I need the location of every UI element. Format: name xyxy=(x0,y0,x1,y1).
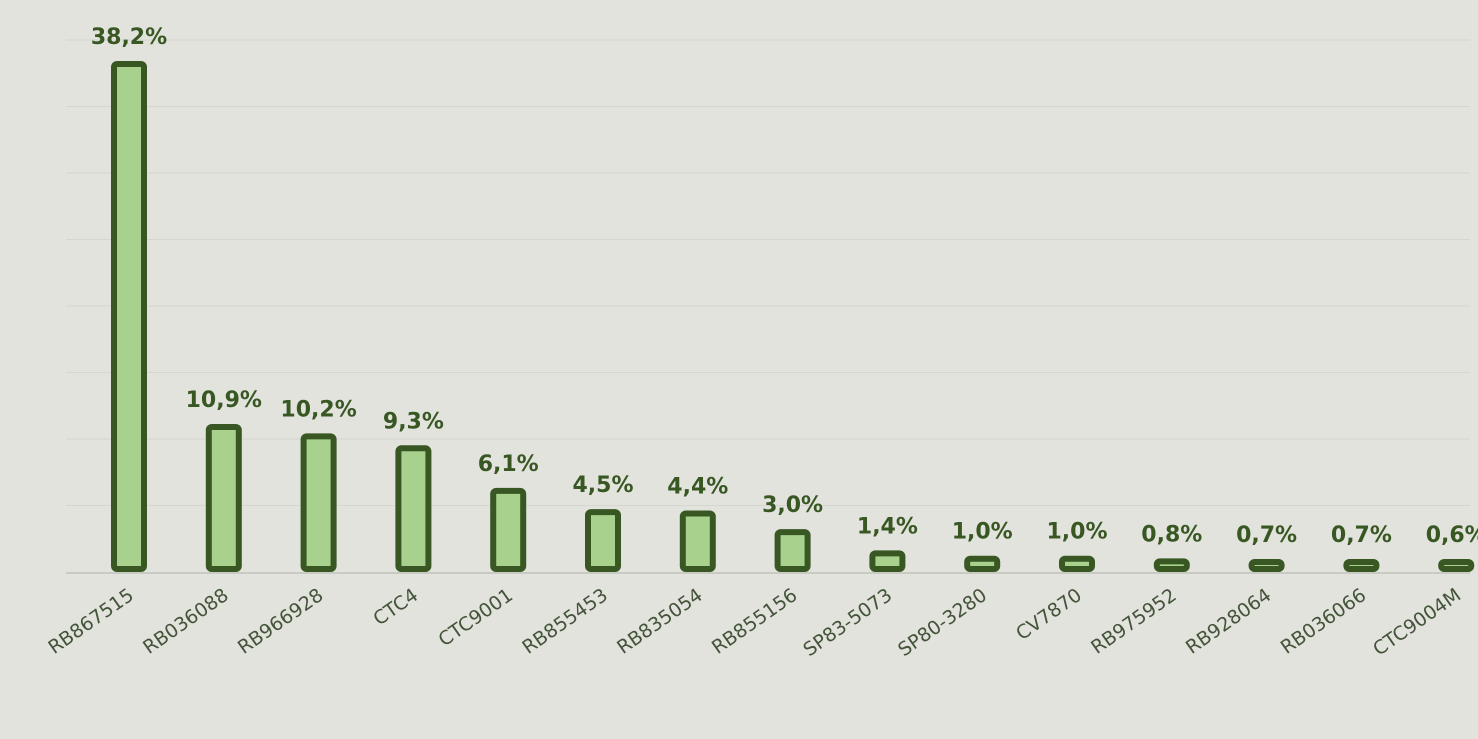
gridlines xyxy=(66,39,1470,506)
x-tick-label: RB036088 xyxy=(139,584,233,659)
data-label: 10,2% xyxy=(280,397,356,422)
bar-sp83-5073 xyxy=(869,550,906,573)
x-tick-label: RB867515 xyxy=(44,584,138,659)
bar-rb036066 xyxy=(1343,559,1380,572)
bar-rb966928 xyxy=(300,433,337,572)
x-tick-label: RB835054 xyxy=(613,584,707,659)
bar-rb036088 xyxy=(205,424,242,572)
data-label: 6,1% xyxy=(478,452,539,477)
bar-rb835054 xyxy=(679,510,716,572)
data-label: 3,0% xyxy=(762,493,823,518)
bar-rb867515 xyxy=(111,60,147,572)
bar-rb855156 xyxy=(774,529,811,572)
x-tick-label: SP83-5073 xyxy=(799,584,896,661)
data-label: 4,4% xyxy=(667,474,728,499)
x-tick-label: RB855156 xyxy=(708,584,802,659)
data-label: 10,9% xyxy=(186,388,262,413)
data-label: 9,3% xyxy=(383,409,444,434)
data-labels: 38,2% 10,9% 10,2% 9,3% 6,1% 4,5% 4,4% 3,0% 1,4% 1… xyxy=(91,25,1478,548)
data-label: 0,8% xyxy=(1141,522,1202,547)
data-label: 1,0% xyxy=(952,520,1013,545)
bar-ctc4 xyxy=(395,445,432,572)
bar-rb855453 xyxy=(585,509,621,573)
bar-rb975952 xyxy=(1153,558,1190,572)
data-label: 0,7% xyxy=(1331,523,1392,548)
x-tick-label: RB966928 xyxy=(234,584,328,659)
x-tick-labels: RB867515 RB036088 RB966928 CTC4 CTC9001 RB855… xyxy=(44,584,1465,661)
x-tick-label: CTC9004M xyxy=(1369,584,1465,660)
bar-ctc9004m xyxy=(1438,559,1475,572)
data-label: 38,2% xyxy=(91,25,167,50)
data-label: 4,5% xyxy=(572,473,633,498)
x-tick-label: RB855453 xyxy=(518,584,612,659)
data-label: 0,7% xyxy=(1236,523,1297,548)
x-tick-label: CTC4 xyxy=(369,584,422,630)
x-tick-label: RB928064 xyxy=(1182,584,1276,659)
x-tick-label: CTC9001 xyxy=(435,584,518,651)
bar-ctc9001 xyxy=(490,487,527,572)
x-tick-label: CV7870 xyxy=(1012,584,1086,645)
data-label: 1,4% xyxy=(857,514,918,539)
data-label: 0,6% xyxy=(1426,523,1478,548)
bar-rb928064 xyxy=(1248,559,1285,572)
x-tick-label: RB975952 xyxy=(1087,584,1181,659)
x-tick-label: RB036066 xyxy=(1277,584,1371,659)
data-label: 1,0% xyxy=(1046,520,1107,545)
bars xyxy=(111,60,1475,573)
x-tick-label: SP80-3280 xyxy=(894,584,991,661)
bar-cv7870 xyxy=(1059,555,1095,573)
bar-sp80-3280 xyxy=(964,555,1001,573)
